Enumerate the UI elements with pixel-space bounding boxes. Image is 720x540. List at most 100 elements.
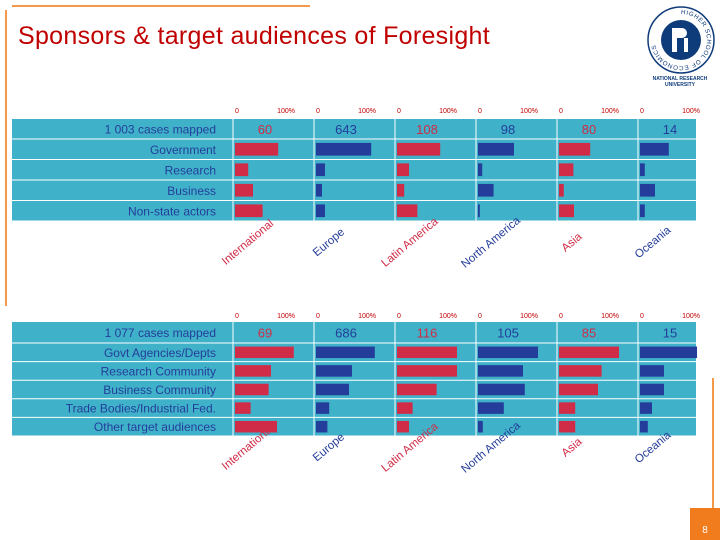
p2-bar — [235, 383, 269, 396]
p1-region-label: Europe — [311, 226, 347, 259]
p1-tick-label-max: 100% — [439, 108, 457, 115]
p1-tick-label-min: 0 — [640, 108, 644, 115]
p1-chart-panel — [12, 119, 696, 221]
p1-bar — [559, 183, 564, 197]
p1-bar — [640, 142, 669, 156]
p2-bar — [235, 365, 271, 377]
p2-region-count: 116 — [417, 326, 438, 341]
p1-region-count: 80 — [582, 122, 596, 137]
p2-bar — [397, 346, 457, 359]
p1-tick-label-min: 0 — [397, 108, 401, 115]
p1-bar — [478, 183, 494, 197]
right-accent-line — [712, 378, 714, 510]
p1-bar — [397, 163, 409, 177]
p1-bar — [397, 204, 418, 218]
p1-region-label: International — [220, 218, 276, 268]
p1-region-count: 60 — [258, 122, 272, 137]
p2-bar — [316, 365, 352, 377]
slide-title: Sponsors & target audiences of Foresight — [18, 22, 490, 50]
p2-bar — [478, 383, 525, 396]
p1-bar — [397, 183, 405, 197]
p2-bar — [478, 346, 538, 359]
p2-category-label: Research Community — [101, 364, 216, 378]
p1-bar — [559, 142, 591, 156]
p1-region-count: 643 — [335, 122, 357, 137]
p1-bar — [235, 183, 253, 197]
p1-bar — [640, 163, 645, 177]
p1-bar — [559, 204, 574, 218]
p1-tick-label-max: 100% — [358, 108, 376, 115]
p2-tick-label-min: 0 — [235, 313, 239, 320]
page-number-badge: 8 — [690, 508, 720, 540]
page-number: 8 — [702, 525, 708, 536]
p1-bar — [478, 204, 480, 218]
p2-bar — [559, 383, 598, 396]
p1-bar — [559, 163, 574, 177]
university-logo: HIGHER SCHOOL OF ECONOMICS — [647, 6, 715, 74]
p1-bar — [316, 163, 325, 177]
p2-tick-label-max: 100% — [682, 313, 700, 320]
p1-region-label: North America — [459, 214, 523, 270]
p1-tick-label-min: 0 — [235, 108, 239, 115]
p1-region-count: 14 — [663, 122, 677, 137]
p2-tick-label-min: 0 — [478, 313, 482, 320]
p2-tick-label-max: 100% — [601, 313, 619, 320]
p2-bar — [316, 420, 328, 433]
p2-bar — [640, 365, 664, 377]
p2-tick-label-max: 100% — [277, 313, 295, 320]
p1-category-label: Business — [167, 184, 216, 198]
left-accent-line — [5, 10, 7, 306]
p2-cases-label: 1 077 cases mapped — [105, 326, 216, 340]
p1-cases-label: 1 003 cases mapped — [105, 123, 216, 137]
p2-bar — [397, 383, 437, 396]
p2-tick-label-min: 0 — [559, 313, 563, 320]
p2-bar — [478, 402, 504, 414]
p1-category-label: Non-state actors — [128, 204, 216, 218]
p1-region-label: Asia — [560, 231, 585, 255]
p1-tick-label-max: 100% — [682, 108, 700, 115]
p1-bar — [235, 142, 279, 156]
p1-tick-label-min: 0 — [478, 108, 482, 115]
p1-region-count: 108 — [416, 122, 438, 137]
p2-bar — [559, 346, 619, 359]
p2-category-label: Trade Bodies/Industrial Fed. — [66, 402, 216, 416]
p1-bar — [235, 204, 263, 218]
p2-tick-label-max: 100% — [439, 313, 457, 320]
p2-region-count: 15 — [663, 326, 677, 341]
p2-category-label: Business Community — [103, 383, 216, 397]
p2-category-label: Other target audiences — [94, 420, 216, 434]
p2-region-count: 85 — [582, 326, 596, 341]
p1-bar — [316, 204, 325, 218]
p2-bar — [235, 346, 294, 359]
p1-bar — [640, 183, 655, 197]
p1-tick-label-min: 0 — [316, 108, 320, 115]
p2-bar — [640, 420, 648, 433]
p1-bar — [316, 183, 322, 197]
p1-tick-label-max: 100% — [277, 108, 295, 115]
p1-bar — [397, 142, 441, 156]
p2-tick-label-max: 100% — [520, 313, 538, 320]
p1-bar — [316, 142, 372, 156]
p1-region-label: Oceania — [633, 224, 674, 261]
p2-tick-label-max: 100% — [358, 313, 376, 320]
p2-bar — [640, 346, 697, 359]
p2-tick-label-min: 0 — [640, 313, 644, 320]
p2-bar — [640, 383, 664, 396]
p2-region-label: Asia — [560, 436, 585, 460]
p1-region-count: 98 — [501, 122, 515, 137]
p2-bar — [559, 420, 576, 433]
logo-emblem-icon — [672, 28, 688, 52]
p2-bar — [316, 346, 375, 359]
logo-caption: NATIONAL RESEARCH UNIVERSITY — [652, 76, 708, 88]
p2-tick-label-min: 0 — [397, 313, 401, 320]
p1-category-label: Government — [150, 143, 217, 157]
p1-tick-label-min: 0 — [559, 108, 563, 115]
p2-bar — [235, 402, 251, 414]
p1-bar — [478, 163, 483, 177]
p2-bar — [397, 365, 457, 377]
p1-bar — [235, 163, 249, 177]
p2-bar — [478, 420, 483, 433]
p2-bar — [397, 420, 409, 433]
p2-bar — [559, 365, 602, 377]
